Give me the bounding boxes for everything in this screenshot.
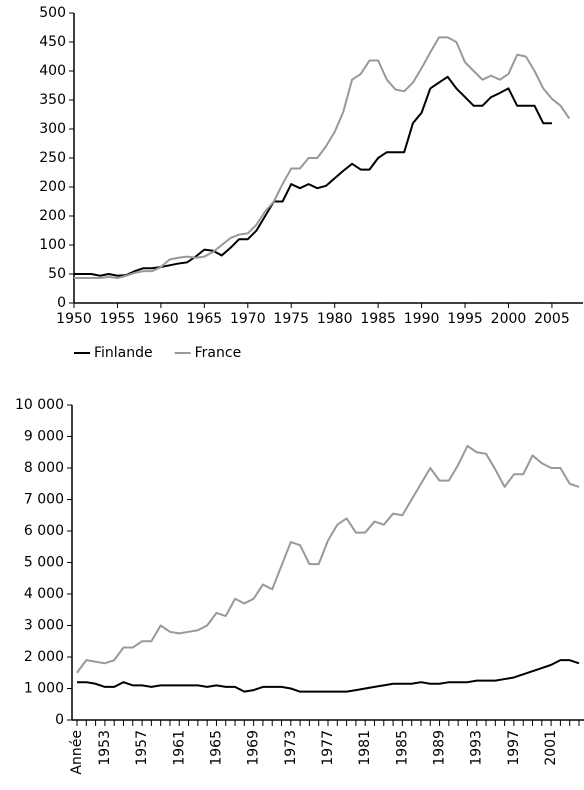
x-tick-label: 1969 [246, 730, 262, 766]
y-tick-label: 10 000 [15, 397, 64, 413]
x-tick-label: 1965 [208, 730, 224, 766]
x-tick-label: 1965 [187, 311, 223, 327]
x-tick-label: 1989 [432, 730, 448, 766]
x-tick-label: 1950 [56, 311, 92, 327]
x-tick-label: 1993 [469, 730, 485, 766]
x-tick-label: 1955 [100, 311, 136, 327]
x-tick-label: 1995 [447, 311, 483, 327]
x-tick-label: 1960 [143, 311, 179, 327]
y-tick-label: 100 [39, 237, 66, 253]
y-tick-label: 4 000 [24, 586, 64, 602]
x-tick-label: 1990 [404, 311, 440, 327]
x-tick-label: 1985 [360, 311, 396, 327]
y-tick-label: 250 [39, 150, 66, 166]
y-tick-label: 350 [39, 92, 66, 108]
line-series [77, 659, 580, 693]
y-tick-label: 200 [39, 179, 66, 195]
x-tick-label: 1973 [283, 730, 299, 766]
x-tick-label: 1953 [97, 730, 113, 766]
line-series [74, 75, 552, 277]
plot: 0 1 000 2 000 3 000 4 000 5 000 6 000 7 000 8 00… [15, 397, 584, 775]
line-series [74, 36, 571, 280]
line-series [76, 444, 580, 674]
x-tick-label: 1981 [357, 730, 373, 766]
x-tick-label: 2000 [491, 311, 527, 327]
x-tick-label: 1977 [320, 730, 336, 766]
y-tick-label: 0 [55, 712, 64, 728]
y-tick-label: 6 000 [24, 523, 64, 539]
y-tick-label: 400 [39, 63, 66, 79]
x-tick-label: 1961 [171, 730, 187, 766]
y-tick-label: 500 [39, 5, 66, 21]
x-tick-label: 1980 [317, 311, 353, 327]
y-tick-label: 5 000 [24, 555, 64, 571]
legend-label: France [195, 345, 242, 361]
y-tick-label: 300 [39, 121, 66, 137]
legend-label: Finlande [94, 345, 153, 361]
x-tick-label: 2001 [543, 730, 559, 766]
y-tick-label: 50 [48, 266, 66, 282]
x-tick-label: 1997 [506, 730, 522, 766]
x-tick-label: 1970 [230, 311, 266, 327]
y-tick-label: 0 [57, 295, 66, 311]
y-tick-label: 450 [39, 34, 66, 50]
y-tick-label: 9 000 [24, 429, 64, 445]
y-tick-label: 2 000 [24, 649, 64, 665]
y-tick-label: 3 000 [24, 618, 64, 634]
x-tick-label: 1985 [394, 730, 410, 766]
x-tick-label: 1957 [134, 730, 150, 766]
x-tick-label: 1975 [273, 311, 309, 327]
y-tick-label: 7 000 [24, 492, 64, 508]
y-tick-label: 8 000 [24, 460, 64, 476]
x-tick-label: Année [69, 730, 85, 775]
y-tick-label: 1 000 [24, 681, 64, 697]
y-tick-label: 200 [39, 208, 66, 224]
plot: 0 50 100 200 200 250 300 350 400 450 500 1950 1955 19… [39, 5, 583, 361]
x-tick-label: 2005 [534, 311, 570, 327]
